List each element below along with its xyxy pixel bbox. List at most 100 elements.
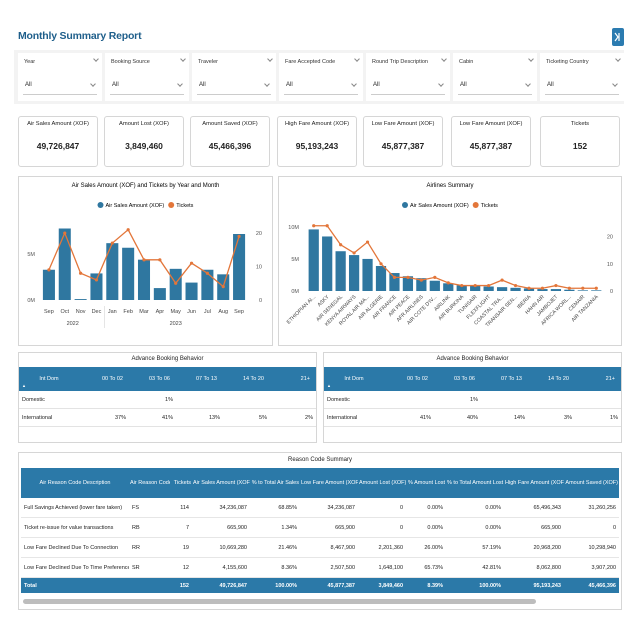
column-header[interactable]: Air Reason Code <box>129 468 170 498</box>
scrollbar[interactable] <box>23 599 536 604</box>
table-cell: 2,507,500 <box>300 557 358 578</box>
line-point <box>126 228 130 232</box>
filter-select[interactable]: All <box>284 77 358 95</box>
filter-label: Fare Accepted Code <box>285 59 336 65</box>
bar <box>537 289 548 291</box>
column-header[interactable]: 14 To 20 <box>528 367 575 391</box>
line <box>313 225 597 289</box>
table-cell: 65,496,343 <box>504 498 564 518</box>
filter[interactable]: Cabin All <box>453 53 537 101</box>
table-cell: 12 <box>170 557 192 578</box>
table-cell: 68.85% <box>250 498 300 518</box>
kpi-label: Low Fare Amount (XOF) <box>371 121 435 127</box>
table-panel: Advance Booking Behavior Int Dom ▲ 00 To 02… <box>323 352 622 443</box>
line-point <box>554 283 558 288</box>
table-cell: RB <box>129 517 170 538</box>
bar <box>153 288 166 300</box>
total-cell: 8.39% <box>406 577 446 593</box>
table-cell: 65.73% <box>406 557 446 578</box>
filter-select[interactable]: All <box>371 77 445 95</box>
column-header[interactable]: Int Dom ▲ <box>19 367 82 391</box>
chart-panel: Airlines Summary Air Sales Amount (XOF) Ti… <box>278 176 622 346</box>
expand-icon <box>614 32 620 42</box>
bar <box>185 282 198 300</box>
line-point <box>339 243 343 247</box>
kpi-value: 49,726,847 <box>36 141 80 151</box>
bar <box>74 299 87 300</box>
table-row: Domestic 1% <box>19 391 316 409</box>
expand-button[interactable] <box>612 28 624 46</box>
table: Int Dom ▲ 00 To 02 03 To 06 07 To 13 14 To 20… <box>19 367 316 427</box>
table-row: Full Savings Achieved (lower fare taken)… <box>21 498 619 518</box>
column-header[interactable]: 00 To 02 <box>82 367 129 391</box>
line-point <box>189 261 194 265</box>
filter[interactable]: Traveler All <box>192 53 276 101</box>
chevron-icon <box>90 81 96 87</box>
column-header[interactable]: Tickets <box>170 468 192 498</box>
kpi-card: Amount Lost (XOF) 3,849,460 <box>104 116 184 167</box>
legend-swatch <box>402 202 408 208</box>
filter-select[interactable]: All <box>197 77 271 95</box>
table-cell: 665,900 <box>300 517 358 538</box>
column-header[interactable]: 07 To 13 <box>481 367 528 391</box>
total-cell: 45,877,387 <box>300 577 358 593</box>
total-cell: 95,193,243 <box>504 577 564 593</box>
table-cell: 8,062,800 <box>504 557 564 578</box>
x-tick-label: Aug <box>218 309 228 315</box>
kpi-value: 45,877,387 <box>381 141 425 151</box>
filter-select[interactable]: All <box>110 77 184 95</box>
table-cell: 0.00% <box>406 517 446 538</box>
column-header[interactable]: Low Fare Amount (XOF) <box>300 468 358 498</box>
column-header[interactable]: Air Sales Amount (XOF) <box>192 468 250 498</box>
filter-select[interactable]: All <box>458 77 532 95</box>
total-cell: 49,726,847 <box>192 577 250 593</box>
table-cell: 26.00% <box>406 537 446 558</box>
table-cell <box>270 391 316 409</box>
table-title: Advance Booking Behavior <box>131 356 204 362</box>
line-point <box>581 286 585 290</box>
column-header[interactable]: 03 To 06 <box>434 367 481 391</box>
table-cell: 2% <box>270 408 316 427</box>
chevron-icon <box>264 81 270 87</box>
column-header[interactable]: 03 To 06 <box>129 367 176 391</box>
column-header[interactable]: 07 To 13 <box>176 367 223 391</box>
chevron-icon <box>177 81 183 87</box>
filter[interactable]: Fare Accepted Code All <box>279 53 363 101</box>
column-header[interactable]: Amount Lost (XOF) <box>358 468 406 498</box>
column-header[interactable]: High Fare Amount (XOF) <box>504 468 564 498</box>
chevron-icon <box>93 56 99 62</box>
total-cell: Total <box>21 577 129 593</box>
column-header[interactable]: % to Total Amount Lost <box>446 468 504 498</box>
line-point <box>158 258 162 262</box>
bar <box>90 273 103 300</box>
filter[interactable]: Booking Source All <box>105 53 189 101</box>
column-header[interactable]: 14 To 20 <box>223 367 270 391</box>
table-cell <box>223 391 270 409</box>
x-tick-label: Mar <box>139 309 149 315</box>
filter[interactable]: Ticketing Country All <box>540 53 624 101</box>
x-tick-label: Dec <box>92 309 102 315</box>
line-point <box>79 271 83 275</box>
column-header[interactable]: Air Reason Code Description <box>21 468 129 498</box>
kpi-card: Low Fare Amount (XOF) 45,877,387 <box>363 116 443 167</box>
table-cell: Low Fare Declined Due To Connection <box>21 537 129 558</box>
line-point <box>392 275 397 279</box>
column-header[interactable]: 00 To 02 <box>387 367 434 391</box>
table-cell: 8,467,900 <box>300 537 358 558</box>
line-point <box>379 262 383 266</box>
legend-label: Tickets <box>481 203 498 209</box>
column-header[interactable]: Int Dom ▲ <box>324 367 387 391</box>
filter[interactable]: Year All <box>18 53 102 101</box>
table-cell: 34,236,087 <box>192 498 250 518</box>
y2-tick-label: 0 <box>610 289 613 295</box>
filter-select[interactable]: All <box>23 77 97 95</box>
column-header[interactable]: Amount Saved (XOF) <box>564 468 619 498</box>
column-header[interactable]: 21+ <box>270 367 316 391</box>
column-header[interactable]: % to Total Air Sales <box>250 468 300 498</box>
column-header[interactable]: 21+ <box>575 367 621 391</box>
filter-select[interactable]: All <box>545 77 619 95</box>
filter[interactable]: Round Trip Description All <box>366 53 450 101</box>
column-header[interactable]: % Amount Lost <box>406 468 446 498</box>
legend-label: Air Sales Amount (XOF) <box>410 203 469 209</box>
